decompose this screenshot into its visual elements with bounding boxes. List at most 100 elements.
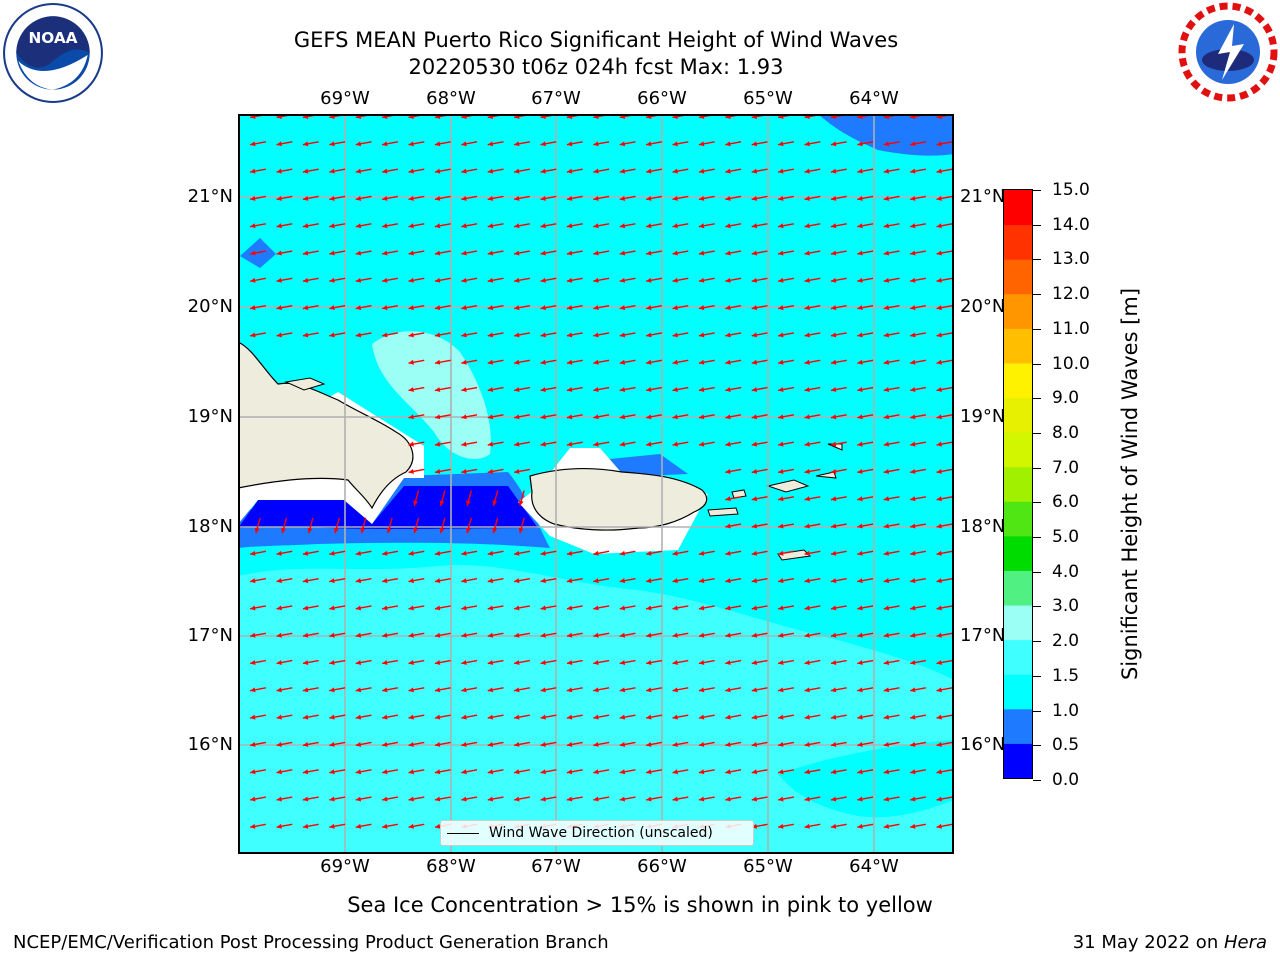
wave-arrow bbox=[883, 441, 900, 447]
wave-arrow bbox=[487, 468, 504, 474]
wave-arrow bbox=[751, 496, 768, 502]
wave-arrow bbox=[883, 386, 900, 392]
wave-arrow bbox=[276, 769, 293, 775]
colorbar-tick bbox=[1033, 710, 1041, 712]
wave-arrow bbox=[566, 332, 583, 338]
wave-arrow bbox=[725, 714, 742, 720]
wave-arrow bbox=[936, 223, 953, 229]
lon-label-top: 69°W bbox=[320, 88, 370, 109]
wave-arrow bbox=[857, 441, 874, 447]
wave-arrow bbox=[725, 796, 742, 802]
wave-arrow bbox=[804, 823, 821, 829]
wave-arrow bbox=[910, 441, 926, 447]
wave-arrow bbox=[302, 687, 319, 693]
wave-arrow bbox=[408, 141, 425, 147]
wave-arrow bbox=[355, 223, 372, 229]
lat-label-right: 21°N bbox=[960, 186, 1006, 207]
wave-arrow bbox=[434, 468, 451, 474]
colorbar-band bbox=[1004, 743, 1032, 778]
wave-arrow bbox=[487, 577, 504, 584]
wave-arrow bbox=[910, 141, 926, 147]
wave-arrow bbox=[250, 550, 266, 556]
lat-label-right: 19°N bbox=[960, 406, 1006, 427]
wave-arrow bbox=[936, 769, 953, 775]
wave-arrow bbox=[540, 414, 557, 420]
wave-arrow bbox=[276, 714, 293, 720]
wave-arrow bbox=[725, 223, 742, 229]
wave-arrow bbox=[382, 823, 398, 829]
colorbar-tick bbox=[1033, 537, 1041, 539]
wave-arrow bbox=[910, 577, 926, 584]
wave-arrow bbox=[830, 441, 847, 447]
wave-arrow bbox=[910, 523, 926, 529]
wave-arrow bbox=[883, 550, 900, 556]
wave-arrow bbox=[540, 632, 557, 638]
wave-arrow bbox=[514, 195, 530, 201]
wave-arrow bbox=[830, 741, 847, 747]
footer-host: Hera bbox=[1223, 932, 1267, 953]
wave-arrow bbox=[434, 332, 451, 338]
wave-arrow bbox=[778, 605, 794, 611]
wave-arrow bbox=[619, 141, 636, 147]
colorbar-title: Significant Height of Wind Waves [m] bbox=[1118, 287, 1142, 681]
wave-arrow bbox=[857, 632, 874, 638]
wave-arrow bbox=[355, 769, 372, 775]
lat-label-right: 20°N bbox=[960, 296, 1006, 317]
wave-arrow bbox=[883, 468, 900, 474]
wave-arrow bbox=[487, 332, 504, 338]
wave-arrow bbox=[540, 359, 557, 365]
wave-arrow bbox=[355, 659, 372, 665]
lon-label-bottom: 64°W bbox=[849, 856, 899, 877]
wave-arrow bbox=[487, 605, 504, 611]
wave-arrow bbox=[461, 386, 478, 392]
colorbar-band bbox=[1004, 639, 1032, 675]
wave-arrow bbox=[778, 769, 794, 775]
wave-arrow bbox=[646, 714, 662, 720]
wave-arrow bbox=[434, 277, 451, 283]
wave-arrow bbox=[566, 605, 583, 611]
colorbar-tick-label: 4.0 bbox=[1052, 561, 1080, 582]
wave-arrow bbox=[619, 332, 636, 338]
wave-arrow bbox=[751, 359, 768, 365]
wave-arrow bbox=[619, 632, 636, 638]
wave-arrow bbox=[408, 277, 425, 283]
wave-arrow bbox=[751, 523, 768, 529]
wave-arrow bbox=[276, 195, 293, 201]
wave-arrow bbox=[751, 141, 768, 147]
wave-arrow bbox=[382, 714, 398, 720]
wave-arrow bbox=[751, 687, 768, 693]
wave-arrow bbox=[778, 223, 794, 229]
wave-arrow bbox=[698, 414, 715, 420]
wave-arrow bbox=[936, 550, 953, 556]
wave-arrow bbox=[857, 496, 874, 502]
wave-arrow bbox=[751, 659, 768, 665]
wave-arrow bbox=[250, 304, 266, 311]
colorbar-tick-label: 2.0 bbox=[1052, 631, 1080, 652]
lon-label-bottom: 67°W bbox=[531, 856, 581, 877]
wave-arrow bbox=[408, 414, 425, 420]
wave-arrow bbox=[329, 769, 346, 775]
wave-arrow bbox=[250, 823, 266, 829]
wave-arrow bbox=[778, 632, 794, 638]
wave-arrow bbox=[857, 796, 874, 802]
wave-arrow bbox=[329, 823, 346, 829]
wave-arrow bbox=[778, 523, 794, 529]
wave-arrow bbox=[540, 195, 557, 201]
wave-arrow bbox=[751, 741, 768, 747]
wave-arrow bbox=[408, 714, 425, 720]
wave-arrow bbox=[461, 332, 478, 338]
wave-arrow bbox=[566, 195, 583, 201]
wave-arrow bbox=[672, 687, 689, 693]
wave-arrow bbox=[804, 577, 821, 584]
wave-arrow bbox=[698, 168, 715, 174]
wave-arrow bbox=[276, 223, 293, 229]
wave-arrow bbox=[540, 577, 557, 584]
wave-arrow bbox=[492, 517, 499, 534]
wave-arrow bbox=[646, 577, 662, 584]
wave-arrow bbox=[936, 195, 953, 201]
wave-arrow bbox=[487, 769, 504, 775]
wave-arrow bbox=[408, 632, 425, 638]
wave-arrow bbox=[646, 441, 662, 447]
wave-arrow bbox=[646, 769, 662, 775]
wave-arrow bbox=[751, 386, 768, 392]
